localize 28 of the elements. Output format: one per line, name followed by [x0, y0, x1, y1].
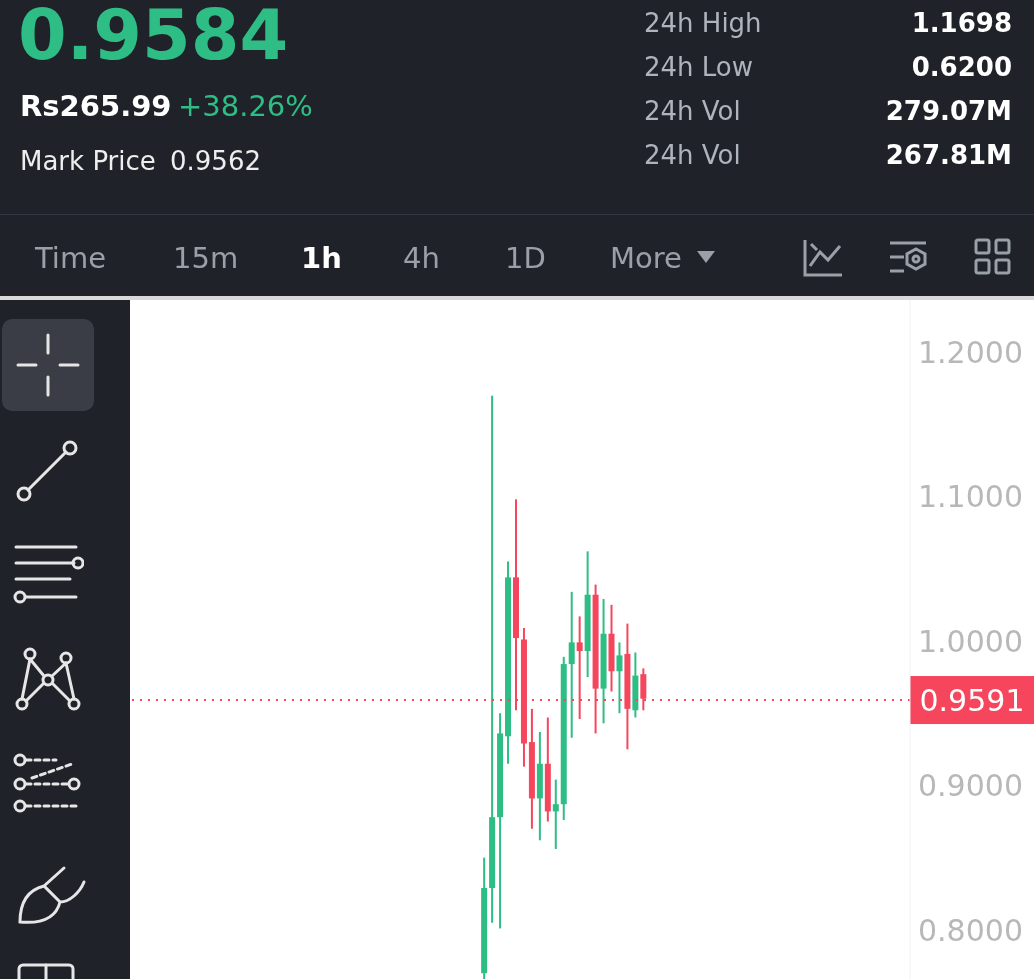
text: 1h [301, 241, 342, 275]
text: 24h Vol [644, 140, 741, 170]
text: 1.1698 [911, 8, 1012, 38]
text: 0.6200 [911, 52, 1012, 82]
text: 1D [505, 241, 546, 275]
y-tick-label: 0.8000 [918, 912, 1023, 948]
text: +38.26% [178, 89, 313, 123]
candlestick [568, 590, 575, 739]
text: Time [35, 241, 106, 275]
text: 24h High [644, 8, 762, 38]
y-tick-label: 0.9000 [918, 768, 1023, 804]
ref-line-label: 0.9591 [919, 683, 1025, 719]
text: Mark Price [20, 146, 156, 176]
y-tick-label: 1.2000 [918, 334, 1023, 370]
text: 0.9562 [170, 146, 261, 176]
candlestick [616, 641, 623, 715]
text: Rs265.99 [20, 89, 172, 123]
text: 279.07M [885, 96, 1012, 126]
y-tick-label: 1.1000 [918, 479, 1023, 515]
text: 4h [403, 241, 440, 275]
text: 267.81M [885, 140, 1012, 170]
text: 15m [173, 241, 239, 275]
text: More [610, 241, 682, 275]
text: 24h Vol [644, 96, 741, 126]
candlestick [552, 778, 559, 850]
chart-title: 0.9584 [18, 0, 289, 76]
y-tick-label: 1.0000 [918, 623, 1023, 659]
text: 24h Low [644, 52, 754, 82]
